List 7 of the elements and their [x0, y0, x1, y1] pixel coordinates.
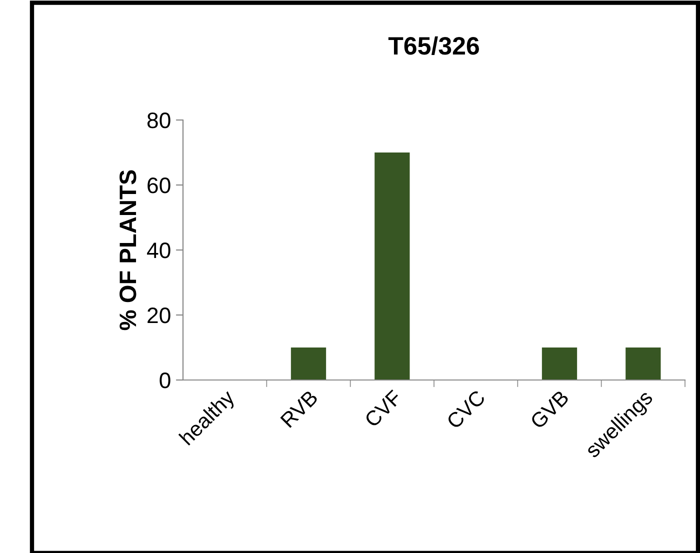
- y-tick-label: 40: [146, 242, 170, 258]
- chart-title: T65/326: [388, 36, 479, 55]
- y-tick-label: 0: [160, 372, 170, 388]
- y-tick-label: 80: [147, 112, 170, 128]
- y-axis-title: % OF PLANTS: [120, 170, 136, 330]
- y-tick-label: 20: [148, 308, 170, 324]
- y-tick-label: 60: [148, 178, 170, 194]
